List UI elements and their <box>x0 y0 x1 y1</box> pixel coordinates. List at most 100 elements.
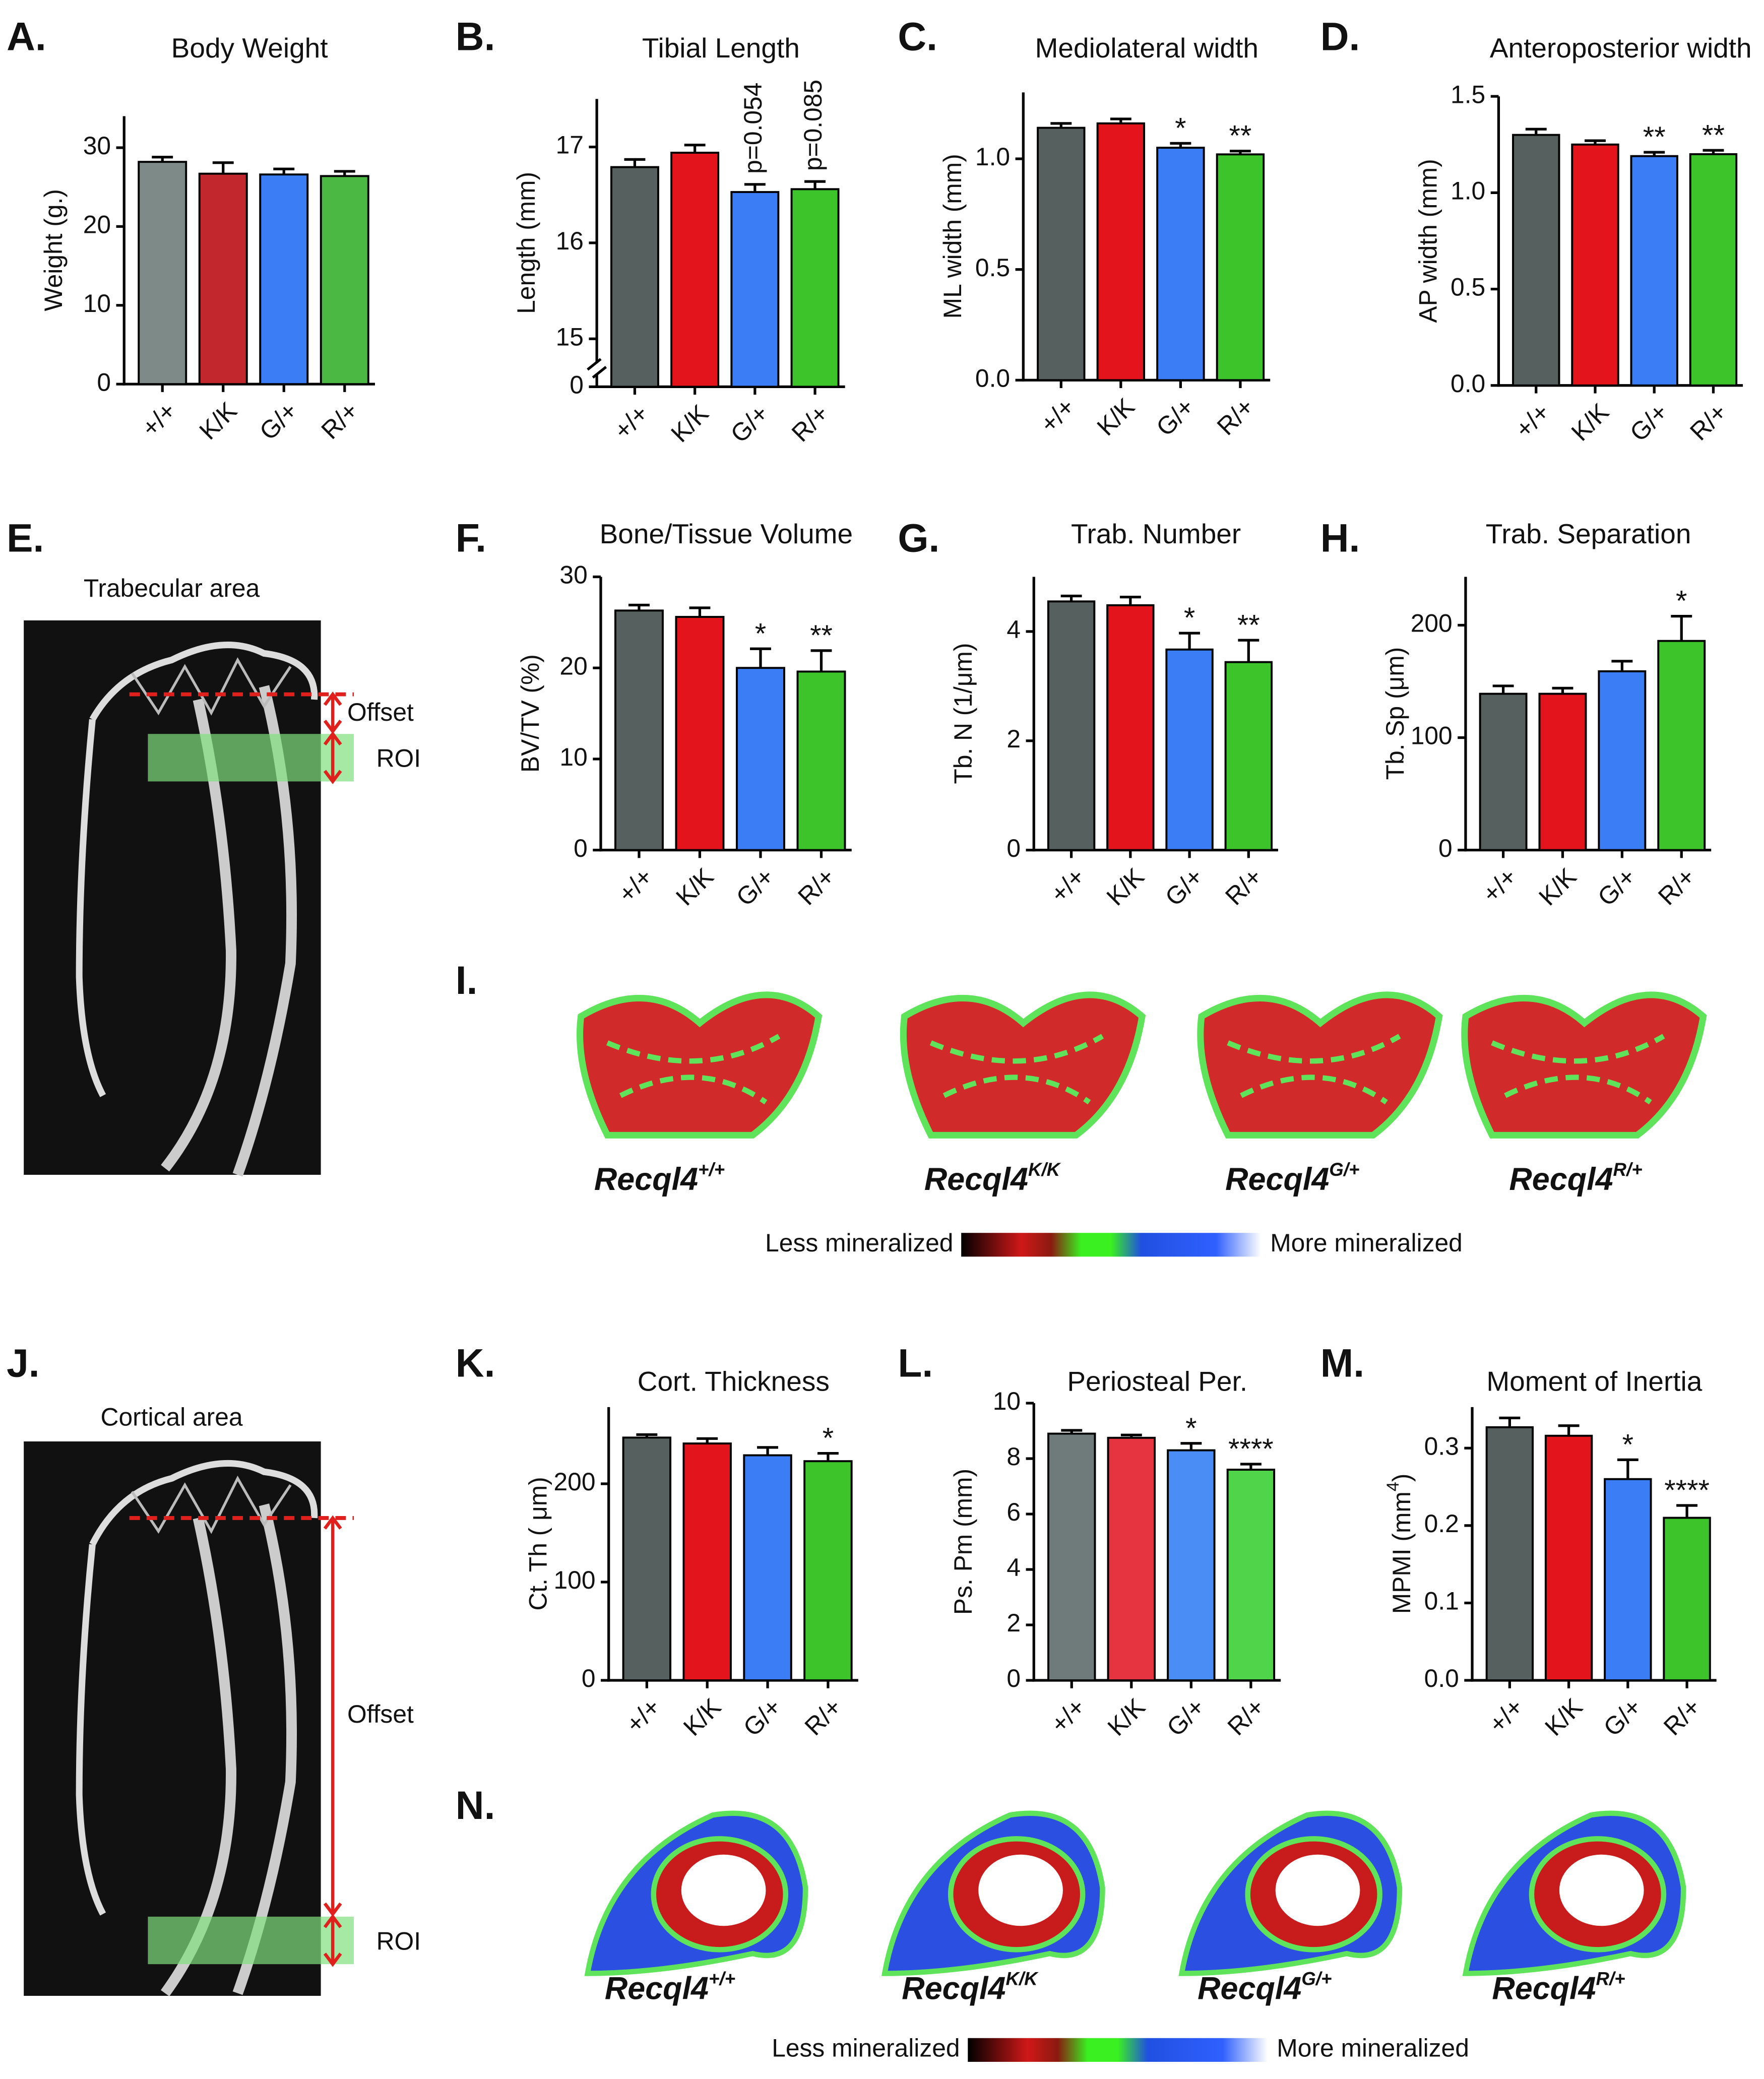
panel-letter: B. <box>456 14 495 58</box>
annotation: * <box>1622 1428 1633 1461</box>
bar <box>610 166 659 388</box>
x-tick-label: G/+ <box>731 862 780 911</box>
panel-letter: M. <box>1320 1341 1364 1385</box>
image-title: Cortical area <box>101 1403 243 1431</box>
bar <box>1571 143 1619 387</box>
bar <box>1479 692 1528 851</box>
chart-title: Moment of Inertia <box>1486 1365 1702 1397</box>
colorbar <box>968 2038 1268 2062</box>
y-tick-label: 20 <box>559 652 587 680</box>
bar <box>1106 604 1155 851</box>
y-tick-label: 100 <box>553 1566 595 1594</box>
trabecular-texture <box>1227 1034 1401 1105</box>
colorbar-high: More mineralized <box>1270 1229 1463 1257</box>
annotation: * <box>755 617 766 650</box>
colorbar-low: Less mineralized <box>765 1229 953 1257</box>
bar <box>1226 1469 1276 1682</box>
x-tick-label: K/K <box>194 397 242 445</box>
bar <box>1165 648 1214 851</box>
x-tick-label: K/K <box>1102 1693 1151 1741</box>
y-tick-label: 0.5 <box>975 254 1010 282</box>
x-tick-label: G/+ <box>1624 398 1673 447</box>
genotype-base: Recql4 <box>1225 1162 1329 1197</box>
x-tick-label: G/+ <box>1161 1693 1210 1742</box>
y-tick-label: 10 <box>993 1387 1021 1415</box>
marker: A. <box>162 1759 186 1788</box>
x-tick-label: K/K <box>1539 1693 1588 1741</box>
chart-title: Bone/Tissue Volume <box>600 518 853 549</box>
panel-letter: G. <box>898 516 939 560</box>
colorbar-high: More mineralized <box>1277 2034 1469 2062</box>
x-tick-label: G/+ <box>1151 393 1200 442</box>
bar <box>1216 153 1265 382</box>
x-tick-label: +/+ <box>1509 398 1555 443</box>
x-tick-label: K/K <box>665 399 714 448</box>
bar <box>1096 122 1146 382</box>
bar <box>670 152 720 388</box>
genotype-label: Recql4K/K <box>924 1159 1061 1196</box>
y-tick-label: 0.0 <box>975 364 1010 392</box>
chart-title: Anteroposterior width <box>1490 32 1752 64</box>
bar <box>1604 1478 1652 1682</box>
y-tick-label: 6 <box>1006 1498 1021 1526</box>
y-tick-label: 30 <box>83 132 111 160</box>
chart-title: Trab. Number <box>1071 518 1241 549</box>
panel-letter: F. <box>456 516 486 560</box>
x-tick-label: +/+ <box>1035 393 1080 438</box>
marrow <box>1559 1854 1644 1926</box>
y-tick-label: 0.1 <box>1424 1587 1459 1615</box>
bar <box>1224 661 1273 851</box>
bar <box>1047 600 1096 851</box>
colorbar-low: Less mineralized <box>772 2034 960 2062</box>
y-tick-label: 2 <box>1006 1609 1021 1637</box>
trabecular-texture <box>929 1034 1104 1105</box>
y-tick-label: 100 <box>1411 722 1453 750</box>
offset-label: Offset <box>347 1700 414 1728</box>
trabecular-map <box>900 991 1146 1139</box>
e-scan <box>24 620 321 1177</box>
chart-title: Periosteal Per. <box>1067 1365 1247 1397</box>
y-axis-label: Tb. N (1/μm) <box>949 643 977 784</box>
genotype-sup: G/+ <box>1329 1159 1359 1180</box>
genotype-sup: R/+ <box>1596 1969 1625 1989</box>
panel-letter: I. <box>456 958 478 1002</box>
x-tick-label: K/K <box>1566 398 1614 446</box>
arrow-head <box>323 731 342 784</box>
chart-title: Trab. Separation <box>1486 518 1691 549</box>
genotype-base: Recql4 <box>594 1162 698 1197</box>
y-tick-label: 1.0 <box>975 143 1010 171</box>
x-tick-label: +/+ <box>1045 1693 1091 1738</box>
trabecular-map <box>1461 991 1707 1139</box>
bar <box>1538 692 1587 851</box>
bar <box>138 161 187 386</box>
panel-letter: N. <box>456 1783 495 1828</box>
bar <box>1663 1517 1711 1682</box>
annotation: ** <box>810 619 833 652</box>
panel-letter: E. <box>7 516 44 560</box>
genotype-sup: K/K <box>1005 1969 1039 1989</box>
y-axis-label: Length (mm) <box>512 172 540 314</box>
x-tick-label: +/+ <box>608 399 654 445</box>
genotype-base: Recql4 <box>1509 1162 1613 1197</box>
image-title: Trabecular area <box>84 574 260 602</box>
bar <box>614 609 664 851</box>
trabecular-map <box>1197 991 1443 1139</box>
marker: A. <box>162 929 186 957</box>
genotype-label: Recql4R/+ <box>1509 1159 1642 1196</box>
bar <box>1037 127 1086 382</box>
x-tick-label: K/K <box>670 862 719 911</box>
x-tick-label: G/+ <box>738 1693 787 1742</box>
y-tick-label: 10 <box>559 743 587 771</box>
x-tick-label: G/+ <box>1160 862 1209 911</box>
j-scan <box>24 1441 321 1996</box>
panel-letter: A. <box>7 14 46 58</box>
genotype-base: Recql4 <box>605 1971 709 2006</box>
bar <box>1544 1434 1593 1682</box>
y-tick-label: 0 <box>570 371 584 399</box>
x-tick-label: R/+ <box>792 862 840 910</box>
x-tick-label: +/+ <box>613 862 658 908</box>
roi-label: ROI <box>376 1927 421 1955</box>
x-tick-label: G/+ <box>1592 862 1641 911</box>
y-tick-label: 0.0 <box>1451 369 1485 398</box>
x-tick-label: K/K <box>1533 862 1582 911</box>
